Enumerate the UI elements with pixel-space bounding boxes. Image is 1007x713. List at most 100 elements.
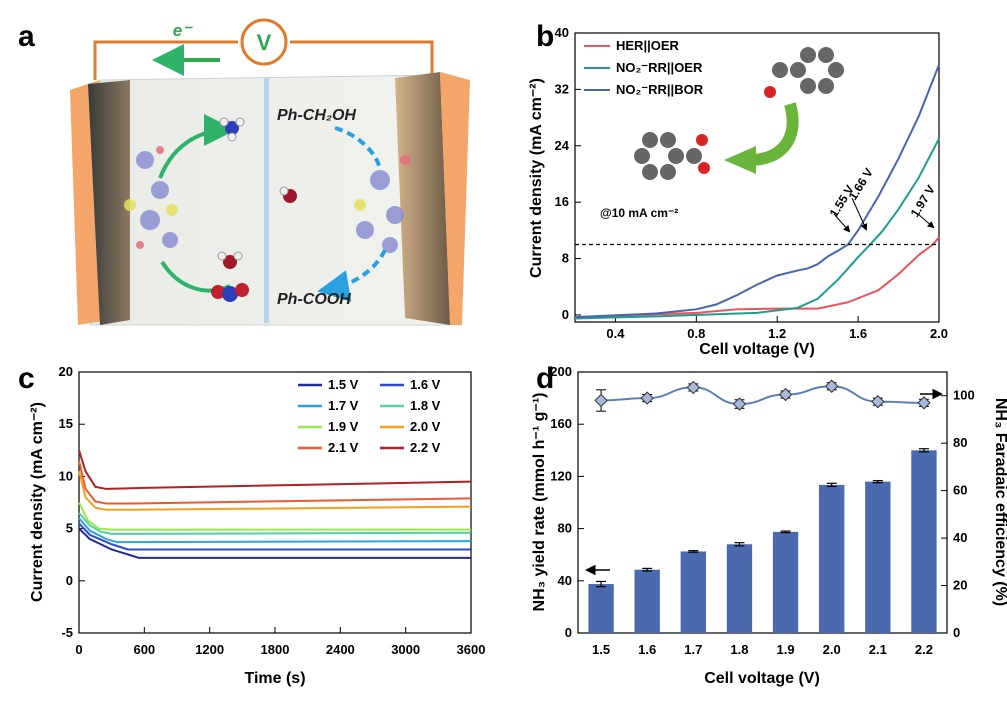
electron-label: e⁻ — [173, 21, 193, 40]
x-axis-label-c: Time (s) — [244, 670, 305, 687]
x-tick-label-c: 600 — [133, 642, 155, 657]
nh3-molecule — [219, 117, 245, 142]
series-line-b-0 — [574, 236, 940, 319]
panel-label-a: a — [18, 20, 35, 53]
x-tick-label-d: 2.2 — [915, 642, 933, 657]
x-axis-label-b: Cell voltage (V) — [699, 341, 815, 358]
conversion-arrow-head — [724, 146, 756, 174]
nh3-formation-arrow — [158, 114, 236, 179]
panel-label-b: b — [536, 20, 554, 53]
anode-plate — [395, 72, 450, 325]
legend-label-c: 2.0 V — [410, 419, 441, 434]
catalyst-right — [354, 155, 410, 253]
reactant-label: Ph-CH₂OH — [277, 107, 356, 124]
y-tick-label-right-d: 100 — [953, 388, 975, 403]
reference-label: @10 mA cm⁻² — [600, 206, 678, 220]
voltmeter-label: V — [257, 30, 272, 55]
bar-1.8 — [726, 544, 753, 633]
external-wire — [93, 40, 434, 80]
y-axis-label-right-d: NH₃ Faradaic efficiency (%) — [992, 398, 1007, 606]
series-line-c-3 — [78, 512, 472, 535]
x-tick-label-d: 2.0 — [823, 642, 841, 657]
x-tick-label-d: 1.5 — [592, 642, 610, 657]
series-line-c-0 — [78, 527, 471, 559]
legend-label-b: NO₂⁻RR||OER — [616, 60, 703, 75]
x-tick-label-c: 0 — [75, 642, 82, 657]
y-tick-label-d: 80 — [558, 521, 572, 536]
legend-b: HER||OER NO₂⁻RR||OER NO₂⁻RR||BOR — [584, 38, 704, 97]
series-line-b-1 — [574, 138, 940, 320]
legend-label-c: 2.2 V — [410, 440, 441, 455]
annotation-1-66V: 1.66 V — [846, 166, 876, 203]
series-line-c-5 — [78, 470, 472, 511]
y-tick-label-b: 40 — [555, 25, 569, 40]
x-tick-label-c: 1200 — [195, 642, 224, 657]
bar-2.0 — [819, 484, 845, 633]
y-axis-label-b: Current density (mA cm⁻²) — [528, 78, 545, 278]
y-tick-label-c: -5 — [61, 625, 73, 640]
y-tick-label-b: 24 — [555, 138, 570, 153]
x-tick-label-d: 1.7 — [684, 642, 702, 657]
x-tick-label-d: 1.6 — [638, 642, 656, 657]
x-tick-label-c: 2400 — [326, 642, 355, 657]
bar-2.1 — [865, 481, 891, 633]
fe-marker — [686, 380, 701, 395]
legend-label-c: 1.5 V — [328, 377, 359, 392]
bar-1.7 — [680, 551, 706, 633]
onset-annotations: 1.55 V 1.66 V 1.97 V — [827, 166, 938, 233]
series-line-c-2 — [78, 517, 472, 544]
y-tick-label-d: 120 — [550, 468, 572, 483]
x-tick-label-b: 1.6 — [849, 326, 867, 341]
y-tick-label-right-d: 0 — [953, 625, 960, 640]
x-tick-label-d: 2.1 — [869, 642, 887, 657]
y-tick-label-right-d: 40 — [953, 530, 967, 545]
axis-indicator-arrows — [585, 388, 943, 576]
y-tick-label-d: 160 — [550, 416, 572, 431]
bar-1.9 — [772, 531, 799, 633]
y-tick-label-c: 20 — [59, 364, 73, 379]
legend-c: 1.5 V 1.6 V 1.7 V 1.8 V 1.9 V 2.0 V 2.1 V 2.2 V — [298, 377, 441, 455]
membrane — [264, 78, 269, 323]
y-tick-label-right-d: 80 — [953, 435, 967, 450]
x-tick-label-b: 1.2 — [768, 326, 786, 341]
y-tick-label-b: 0 — [562, 307, 569, 322]
y-tick-label-right-d: 60 — [953, 483, 967, 498]
y-tick-label-c: 10 — [59, 468, 73, 483]
panel-label-d: d — [536, 362, 554, 395]
fe-marker — [594, 393, 608, 408]
series-line-c-4 — [78, 502, 471, 531]
x-tick-label-b: 2.0 — [930, 326, 948, 341]
fe-marker — [732, 397, 747, 411]
plot-frame-d — [577, 371, 948, 634]
x-tick-label-b: 0.4 — [606, 326, 625, 341]
conversion-arrow — [749, 102, 799, 166]
legend-label-c: 1.7 V — [328, 398, 359, 413]
bar-2.2 — [911, 450, 937, 633]
catalyst-left — [124, 146, 178, 249]
fe-marker — [917, 396, 931, 410]
right-electrode — [440, 72, 470, 325]
x-tick-label-d: 1.9 — [777, 642, 795, 657]
oxidation-arrow-top — [334, 126, 382, 171]
series-line-c-7 — [78, 450, 472, 490]
y-tick-label-d: 0 — [565, 625, 572, 640]
y-tick-label-b: 16 — [555, 194, 569, 209]
panel-d: d 1.5 1.6 1.7 1.8 1.9 2.0 2.1 2.204080120160200… — [531, 362, 1007, 687]
y-tick-label-c: 5 — [66, 521, 73, 536]
product-label: Ph-COOH — [277, 291, 351, 308]
cell-body — [89, 74, 451, 326]
x-tick-label-c: 1800 — [261, 642, 290, 657]
x-tick-label-b: 0.8 — [687, 326, 705, 341]
series-line-b-2 — [574, 64, 940, 319]
cathode-plate — [88, 80, 130, 325]
voltmeter — [240, 18, 288, 66]
y-tick-label-b: 32 — [555, 81, 569, 96]
plot-frame-b — [574, 32, 940, 323]
legend-label-c: 1.8 V — [410, 398, 441, 413]
panel-a: a V e⁻ — [18, 18, 470, 326]
y-tick-label-right-d: 20 — [953, 578, 967, 593]
oxidation-arrow-bottom — [317, 249, 387, 302]
